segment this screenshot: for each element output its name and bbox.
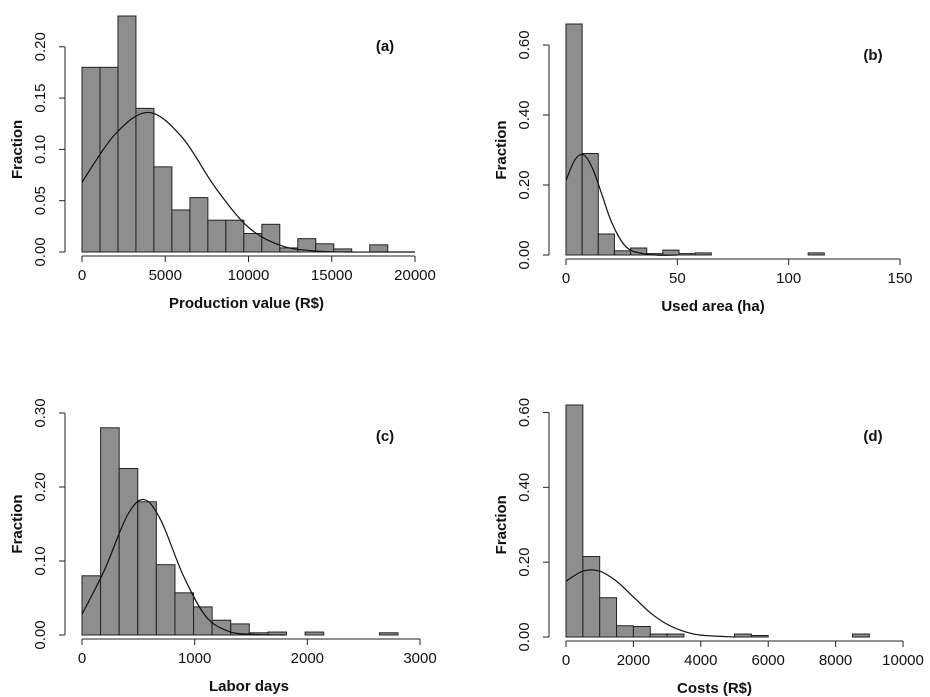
y-tick-label: 0.20 [32,32,49,61]
histogram-bar [118,468,139,636]
histogram-bar [613,250,632,256]
x-tick-label: 10000 [228,267,270,284]
histogram-bar [171,209,191,253]
histogram-bar [807,252,825,256]
histogram-bar [851,633,870,638]
histogram-bar [81,66,101,253]
y-tick-label: 0.00 [32,620,49,649]
histogram-bar [649,633,668,638]
histogram-bar [304,631,325,636]
histogram-bar [153,166,173,253]
histogram-bar [155,564,176,636]
x-tick-label: 2000 [291,650,324,667]
histogram-bar [750,635,769,638]
x-tick-label: 0 [562,652,570,669]
histogram-bar [616,625,634,638]
y-tick-label: 0.20 [516,170,533,199]
panel-annotation: (b) [863,47,882,64]
x-axis-title: Used area (ha) [661,298,764,315]
y-tick-label: 0.00 [516,622,533,651]
x-tick-label: 8000 [819,652,852,669]
x-tick-label: 3000 [403,650,436,667]
fit-curve [565,569,735,638]
histogram-bar [261,223,281,253]
y-tick-label: 0.15 [32,83,49,112]
x-tick-label: 150 [887,270,912,287]
y-tick-label: 0.05 [32,186,49,215]
x-axis-title: Production value (R$) [169,295,324,312]
x-tick-label: 100 [776,270,801,287]
y-axis-title: Fraction [493,495,510,554]
x-tick-label: 6000 [752,652,785,669]
histogram-bar [243,233,263,253]
fit-curve [81,498,285,636]
x-tick-label: 20000 [394,267,436,284]
histogram-bar [99,66,119,253]
y-tick-label: 0.20 [32,472,49,501]
histogram-bar [174,592,195,636]
histogram-bar [135,107,155,253]
x-tick-label: 10000 [882,652,924,669]
histogram-bar [632,626,651,638]
histogram-bar [211,619,232,636]
histogram-bar [630,247,648,256]
panel: 0 1000 2000 3000 Labor days 0.00 0.10 0.20 0.30 F… [9,398,437,695]
x-axis-title: Labor days [209,678,289,695]
y-tick-label: 0.10 [32,546,49,575]
histogram-bar [189,197,209,253]
fit-curve [565,153,678,256]
histogram-bar [230,623,250,636]
panel: 0 5000 10000 15000 20000 Production value (R$… [9,15,436,312]
panel-annotation: (c) [376,428,394,445]
y-tick-label: 0.60 [516,398,533,427]
x-tick-label: 50 [669,270,686,287]
panel: 0 2000 4000 6000 8000 10000 Costs (R$) 0.00 0.20… [493,398,924,697]
y-tick-label: 0.30 [32,398,49,427]
x-tick-label: 2000 [617,652,650,669]
histogram-bar [369,244,389,253]
histogram-bar [565,404,584,638]
histogram-bar [734,633,752,638]
histogram-bar [666,633,685,638]
histogram-bar [207,219,227,253]
histogram-bar [100,427,120,636]
histogram-bar [582,556,601,638]
histogram-bar [678,253,696,256]
y-axis-title: Fraction [9,494,26,553]
y-tick-label: 0.40 [516,100,533,129]
histogram-bar [599,597,618,638]
y-axis-title: Fraction [493,120,510,179]
y-axis-title: Fraction [9,120,26,179]
histogram-bar [597,233,615,256]
x-tick-label: 0 [78,267,86,284]
histogram-bar [225,219,245,253]
y-tick-label: 0.10 [32,135,49,164]
histogram-bar [117,15,137,253]
x-tick-label: 1000 [178,650,211,667]
y-tick-label: 0.00 [32,237,49,266]
x-tick-label: 0 [78,650,86,667]
histogram-bar [378,632,399,636]
panel: 0 50 100 150 Used area (ha) 0.00 0.20 0.40 0.60 F… [493,23,913,315]
x-tick-label: 5000 [149,267,182,284]
panel-annotation: (a) [376,38,394,55]
histogram-bar [137,501,157,636]
panel-annotation: (d) [863,428,882,445]
x-axis-title: Costs (R$) [677,680,752,697]
histogram-bar [662,249,680,256]
histogram-bar [565,23,583,256]
y-tick-label: 0.00 [516,240,533,269]
histogram-bar [581,153,599,256]
histogram-bar [694,252,712,256]
y-tick-label: 0.20 [516,548,533,577]
x-tick-label: 15000 [311,267,353,284]
x-tick-label: 4000 [684,652,717,669]
y-tick-label: 0.60 [516,30,533,59]
x-tick-label: 0 [562,270,570,287]
fit-curve [81,111,415,253]
y-tick-label: 0.40 [516,473,533,502]
